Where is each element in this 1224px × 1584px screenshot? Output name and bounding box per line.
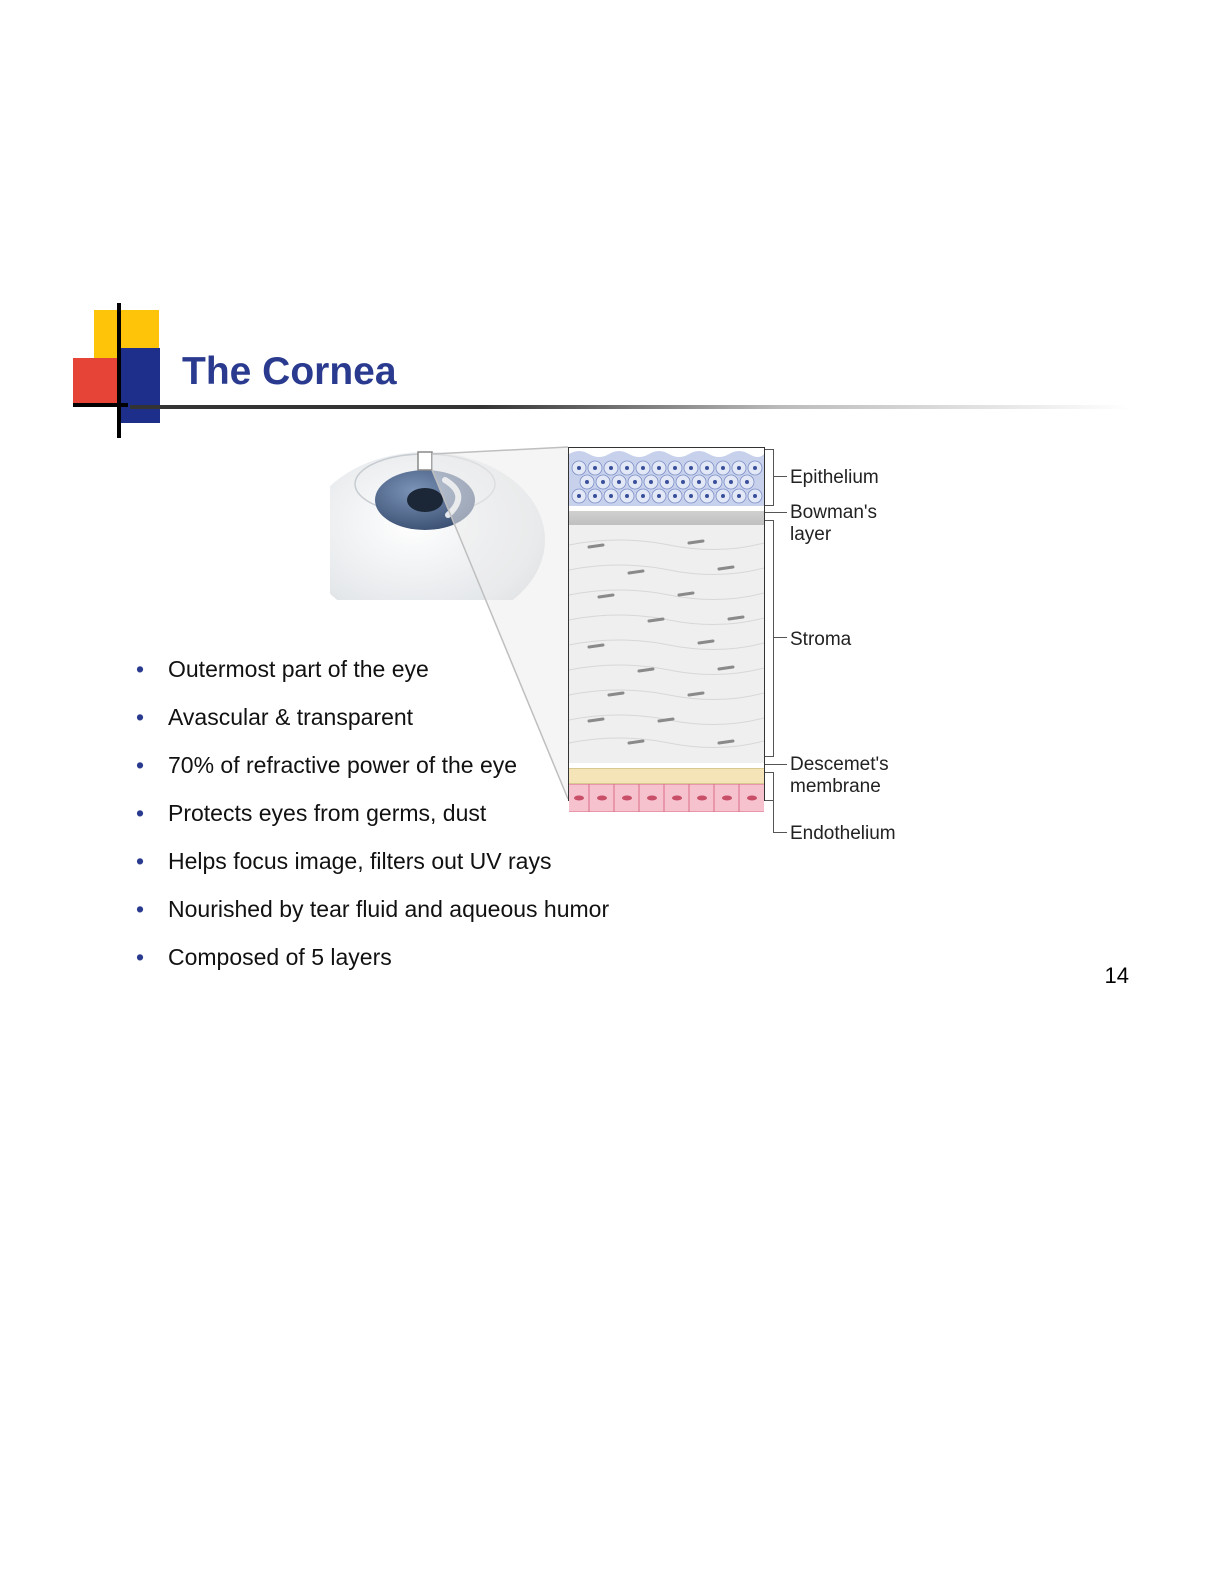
label-descemet: Descemet'smembrane [790,754,889,798]
label-stroma: Stroma [790,629,851,651]
bracket-endothelium [765,772,774,801]
bracket-epithelium [765,449,774,506]
layer-epithelium [569,448,764,506]
lead-descemet [765,764,787,765]
bullet-item: Protects eyes from germs, dust [130,800,690,827]
bullet-item: Composed of 5 layers [130,944,690,971]
slide: The Cornea [0,0,1224,1584]
layer-bowman [569,511,764,525]
title-rule [130,405,1130,409]
page-number: 14 [1105,963,1129,989]
bullet-item: Avascular & transparent [130,704,690,731]
label-endothelium: Endothelium [790,823,896,845]
header-square-navy [120,348,160,423]
bullet-item: Nourished by tear fluid and aqueous humo… [130,896,690,923]
vlead-endothelium [773,799,774,832]
bracket-stroma [765,520,774,757]
label-epithelium: Epithelium [790,467,879,489]
bullet-item: Helps focus image, filters out UV rays [130,848,690,875]
header-hline [73,403,128,407]
lead-epithelium [773,476,787,477]
lead-endothelium [773,832,787,833]
label-bowman: Bowman'slayer [790,502,877,546]
bullet-list: Outermost part of the eye Avascular & tr… [90,656,690,992]
lead-stroma [773,637,787,638]
eye-illustration [330,440,590,600]
header-vline [117,303,121,438]
bullet-item: 70% of refractive power of the eye [130,752,690,779]
lead-bowman [765,512,787,513]
slide-title: The Cornea [182,350,397,394]
bullet-item: Outermost part of the eye [130,656,690,683]
